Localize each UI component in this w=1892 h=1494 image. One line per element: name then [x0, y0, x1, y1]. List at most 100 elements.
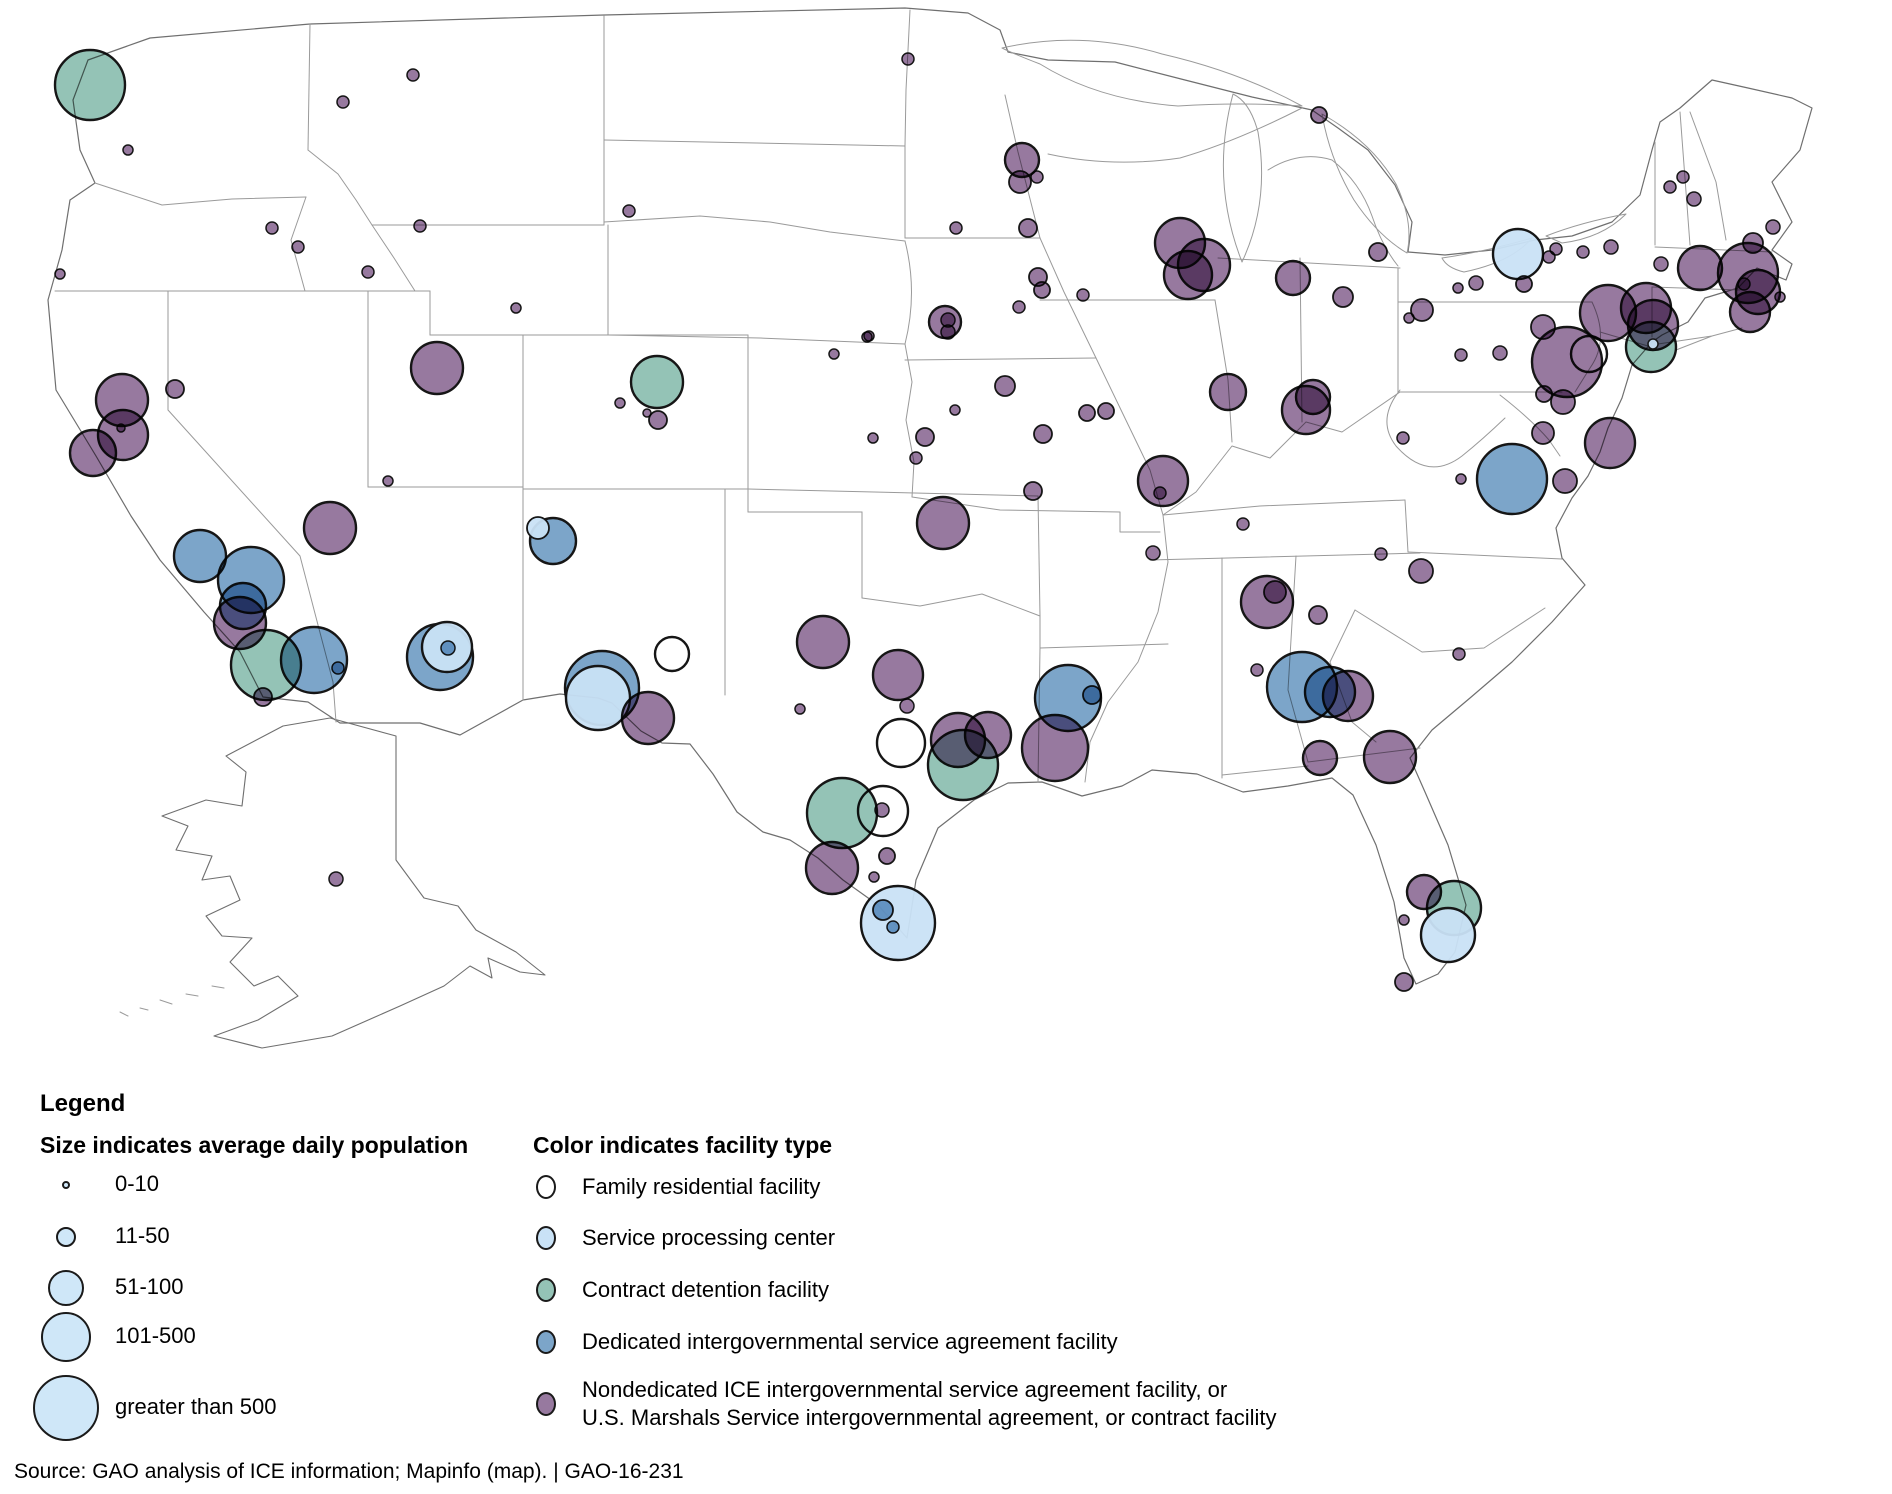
facility-bubble-nd [1531, 421, 1555, 445]
facility-bubble-nd [868, 871, 880, 883]
color-legend-label-cdf: Contract detention facility [582, 1277, 830, 1302]
source-line: Source: GAO analysis of ICE information;… [14, 1460, 684, 1483]
facility-bubble-nd [1362, 729, 1418, 785]
size-legend-header: Size indicates average daily population [40, 1132, 469, 1158]
facility-bubble-digsa [331, 661, 345, 675]
facility-bubble-digsa [172, 528, 228, 584]
size-legend-swatch [56, 1227, 76, 1247]
facility-bubble-nd [291, 240, 305, 254]
map-boundary-line [603, 139, 906, 147]
facility-bubble-nd [1452, 282, 1464, 294]
map-boundary-line [1214, 299, 1233, 443]
facility-bubble-digsa [1082, 685, 1102, 705]
map-boundary-line [1354, 607, 1546, 653]
facility-bubble-nd [1008, 170, 1032, 194]
color-legend-swatch-digsa [536, 1330, 556, 1354]
facility-bubble-nd [648, 410, 668, 430]
facility-bubble-nd [940, 324, 956, 340]
map-boundary-line [904, 9, 911, 147]
facility-bubble-nd [265, 221, 279, 235]
facility-bubble-nd [1455, 473, 1467, 485]
facility-bubble-nd [614, 397, 626, 409]
color-legend-swatch-cdf [536, 1278, 556, 1302]
facility-bubble-nd [1663, 180, 1677, 194]
facility-bubble-frf [653, 635, 691, 673]
map-boundary-line [911, 496, 1161, 533]
facility-bubble-nd [899, 698, 915, 714]
facility-bubble-nd [1492, 345, 1508, 361]
facility-bubble-nd [994, 375, 1016, 397]
facility-bubble-nd [1410, 298, 1434, 322]
size-legend-label: 51-100 [115, 1274, 184, 1299]
color-legend-swatch-frf [536, 1175, 556, 1199]
facility-bubble-cdf [53, 48, 127, 122]
map-boundary-line [1047, 107, 1303, 163]
facility-bubble-nd [1515, 275, 1533, 293]
facility-bubble-nd [1676, 244, 1724, 292]
facility-bubble-nd [1294, 378, 1332, 416]
color-legend-label-spc: Service processing center [582, 1225, 836, 1250]
facility-bubble-nd [406, 68, 420, 82]
facility-bubble-nd [1468, 275, 1484, 291]
map-boundary-line [290, 196, 307, 292]
facility-bubble-nd [1765, 219, 1781, 235]
facility-bubble-nd [795, 614, 851, 670]
facility-bubble-nd [1535, 385, 1553, 403]
size-legend-swatch [48, 1270, 84, 1306]
map-boundary-line [1386, 389, 1506, 468]
facility-bubble-nd [901, 52, 915, 66]
size-legend-label: 101-500 [115, 1323, 196, 1348]
map-boundary-line [861, 593, 1041, 617]
facility-bubble-nd [828, 348, 840, 360]
facility-bubble-nd [1403, 312, 1415, 324]
facility-bubble-nd [1263, 580, 1287, 604]
facility-bubble-nd [1097, 402, 1115, 420]
facility-bubble-nd [510, 302, 522, 314]
map-boundary-line [119, 985, 225, 1017]
facility-bubble-digsa [218, 581, 268, 631]
facility-bubble-nd [1550, 389, 1576, 415]
facility-bubble-nd [1308, 605, 1328, 625]
facility-bubble-nd [1033, 281, 1051, 299]
facility-bubble-nd [1374, 547, 1388, 561]
map-boundary-line [747, 488, 1039, 497]
facility-bubble-nd [620, 690, 676, 746]
facility-bubble-digsa [872, 899, 894, 921]
facility-bubble-nd [1603, 239, 1619, 255]
map-boundary-line [94, 182, 307, 206]
facility-bubble-nd [413, 219, 427, 233]
map-boundary-line [1404, 499, 1409, 553]
facility-bubble-nd [915, 427, 935, 447]
facility-bubble-nd [949, 221, 963, 235]
color-legend-label-nd: Nondedicated ICE intergovernmental servi… [582, 1377, 1277, 1430]
map-boundary-line [307, 23, 311, 151]
facility-bubble-nd [861, 331, 873, 343]
facility-bubble-nd [302, 500, 358, 556]
map-boundary-line [1407, 551, 1563, 560]
us-bubble-map [47, 7, 1813, 1049]
facility-bubble-nd [1530, 314, 1556, 340]
facility-bubble-digsa [886, 920, 900, 934]
facility-bubble-nd [1076, 288, 1090, 302]
facility-bubble-nd [1394, 972, 1414, 992]
facility-bubble-nd [1023, 481, 1043, 501]
size-legend-swatch [33, 1375, 99, 1441]
map-boundary-line [1689, 111, 1727, 241]
map-boundary-line [1162, 499, 1406, 516]
facility-bubble-cdf [629, 354, 685, 410]
facility-bubble-nd [336, 95, 350, 109]
size-legend-label: 0-10 [115, 1171, 160, 1196]
facility-bubble-nd [794, 703, 806, 715]
map-boundary-line [1321, 113, 1410, 254]
facility-bubble-nd [1542, 250, 1556, 264]
facility-bubble-nd [1728, 290, 1772, 334]
facility-bubble-nd [409, 340, 465, 396]
facility-bubble-spc [1419, 906, 1477, 964]
map-boundary-line [371, 224, 416, 292]
map-boundary-line [47, 7, 1813, 985]
facility-bubble-nd [1030, 170, 1044, 184]
facility-bubble-nd [1737, 277, 1751, 291]
facility-bubble-nd [1742, 232, 1764, 254]
facility-bubble-nd [122, 144, 134, 156]
facility-bubble-nd [1153, 486, 1167, 500]
